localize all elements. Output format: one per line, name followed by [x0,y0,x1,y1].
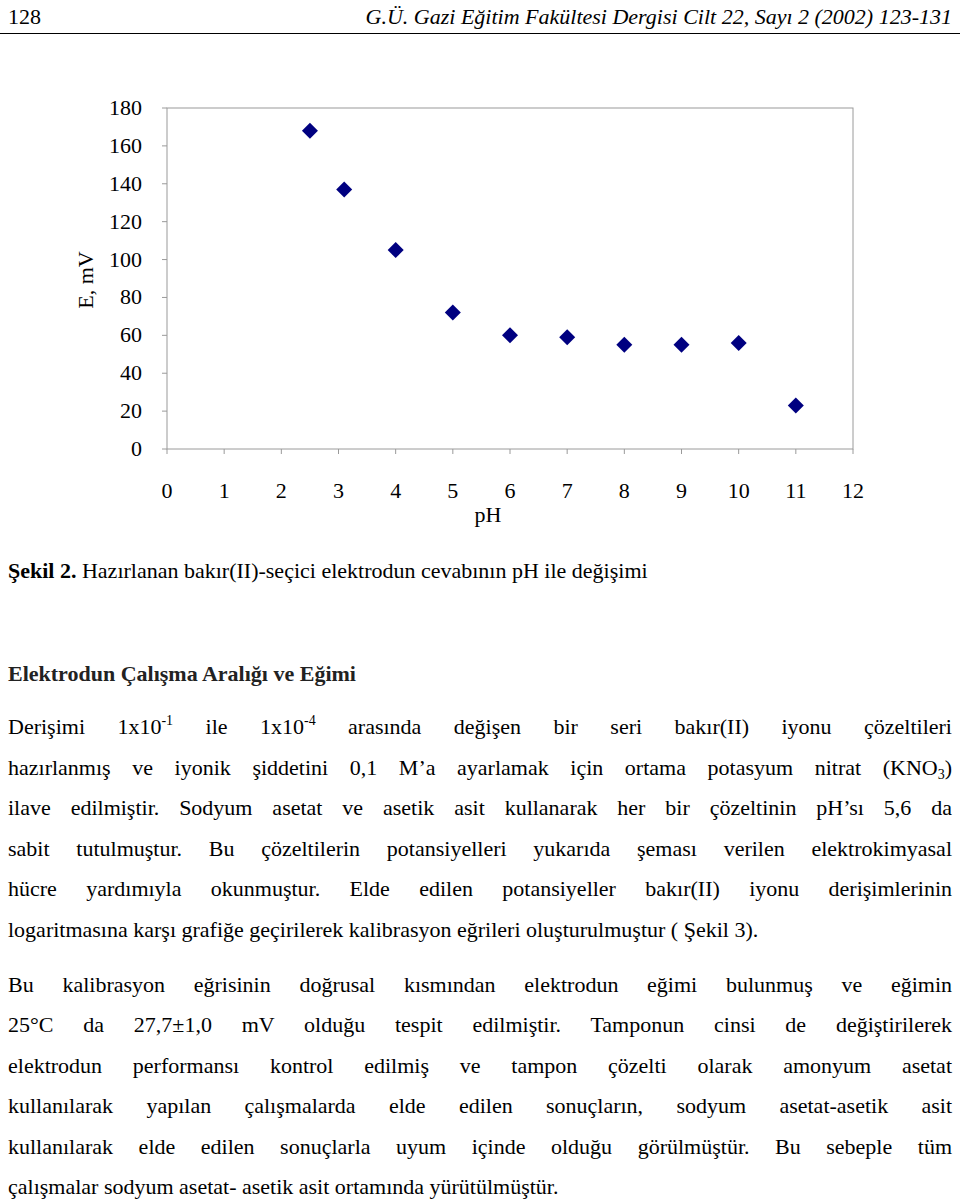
data-point [445,305,461,321]
data-points [302,123,804,414]
x-tick [681,449,682,454]
text-run: elektrodun performansı kontrol edilmiş v… [8,1053,952,1078]
text-run: Bu kalibrasyon eğrisinin doğrusal kısmın… [8,972,952,997]
text-run: Derişimi 1x10 [8,714,161,739]
x-tick [853,449,854,454]
x-axis-label: pH [475,502,502,527]
y-tick [162,373,167,374]
paragraph-line: hazırlanmış ve iyonik şiddetini 0,1 M’a … [8,755,952,781]
data-point [674,337,690,353]
paragraph-line: Derişimi 1x10-1 ile 1x10-4 arasında deği… [8,714,952,740]
paragraph-line: sabit tutulmuştur. Bu çözeltilerin potan… [8,836,952,862]
x-tick-label: 12 [842,478,864,503]
x-tick [452,449,453,454]
x-tick-label: 1 [219,478,230,503]
data-point [388,242,404,258]
y-tick [162,297,167,298]
text-run: Şekil 2. [8,558,76,583]
x-tick [167,449,168,454]
x-tick-label: 0 [162,478,173,503]
data-point [731,335,747,351]
x-tick [624,449,625,454]
y-tick-label: 80 [120,284,142,309]
text-run: -4 [304,713,316,728]
y-tick-label: 180 [109,95,142,120]
y-tick [162,335,167,336]
text-run: çalışmalar sodyum asetat- asetik asit or… [8,1174,558,1199]
paragraph-line: hücre yardımıyla okunmuştur. Elde edilen… [8,876,952,902]
x-tick [395,449,396,454]
x-tick [224,449,225,454]
text-run: hücre yardımıyla okunmuştur. Elde edilen… [8,876,952,901]
text-run: hazırlanmış ve iyonik şiddetini 0,1 M’a … [8,755,938,780]
data-point [502,327,518,343]
paragraph-line: kullanılarak elde edilen sonuçlarla uyum… [8,1134,952,1160]
paragraph-line: çalışmalar sodyum asetat- asetik asit or… [8,1174,558,1200]
y-tick [162,411,167,412]
y-tick-label: 40 [120,360,142,385]
section-heading: Elektrodun Çalışma Aralığı ve Eğimi [8,661,356,687]
data-point [788,397,804,413]
y-tick-label: 60 [120,322,142,347]
y-tick-label: 140 [109,171,142,196]
data-point [616,337,632,353]
figure-caption: Şekil 2. Hazırlanan bakır(II)-seçici ele… [8,558,648,584]
page-number: 128 [8,4,41,30]
y-axis-label: E, mV [73,251,98,309]
paragraph-line: elektrodun performansı kontrol edilmiş v… [8,1053,952,1079]
y-tick-label: 20 [120,398,142,423]
x-tick-label: 4 [390,478,401,503]
paragraph-line: kullanılarak yapılan çalışmalarda elde e… [8,1093,952,1119]
text-run: ilave edilmiştir. Sodyum asetat ve aseti… [8,795,952,820]
text-run: 25°C da 27,7±1,0 mV olduğu tespit edilmi… [8,1012,952,1037]
paragraph-line: Bu kalibrasyon eğrisinin doğrusal kısmın… [8,972,952,998]
x-tick-label: 2 [276,478,287,503]
chart: 0204060801001201401601800123456789101112… [0,0,960,545]
y-tick [162,108,167,109]
y-tick-label: 0 [131,436,142,461]
text-run: logaritmasına karşı grafiğe geçirilerek … [8,917,758,942]
x-tick [795,449,796,454]
y-tick-label: 120 [109,209,142,234]
x-tick-label: 7 [562,478,573,503]
data-point [559,329,575,345]
text-run: 3 [938,767,945,782]
x-tick-label: 9 [676,478,687,503]
y-tick [162,145,167,146]
x-tick [510,449,511,454]
x-tick-label: 10 [728,478,750,503]
x-tick-label: 6 [505,478,516,503]
text-run: kullanılarak elde edilen sonuçlarla uyum… [8,1134,952,1159]
text-run: ) [945,755,952,780]
x-tick-label: 8 [619,478,630,503]
x-tick-label: 5 [447,478,458,503]
data-point [336,181,352,197]
text-run: kullanılarak yapılan çalışmalarda elde e… [8,1093,952,1118]
paragraph-line: ilave edilmiştir. Sodyum asetat ve aseti… [8,795,952,821]
text-run: Hazırlanan bakır(II)-seçici elektrodun c… [76,558,647,583]
x-tick-label: 11 [785,478,806,503]
header-rule [0,33,960,34]
paragraph-line: 25°C da 27,7±1,0 mV olduğu tespit edilmi… [8,1012,952,1038]
text-run: -1 [161,713,173,728]
data-point [302,123,318,139]
y-tick-label: 100 [109,247,142,272]
x-tick [567,449,568,454]
x-tick [738,449,739,454]
y-tick [162,183,167,184]
text-run: ile 1x10 [173,714,304,739]
paragraph-line: logaritmasına karşı grafiğe geçirilerek … [8,917,758,943]
x-tick [338,449,339,454]
text-run: arasında değişen bir seri bakır(II) iyon… [316,714,952,739]
journal-title: G.Ü. Gazi Eğitim Fakültesi Dergisi Cilt … [366,4,952,30]
y-tick [162,221,167,222]
x-tick-label: 3 [333,478,344,503]
plot-frame [167,108,853,449]
y-tick [162,449,167,450]
x-tick [281,449,282,454]
y-tick [162,259,167,260]
y-tick-label: 160 [109,133,142,158]
text-run: sabit tutulmuştur. Bu çözeltilerin potan… [8,836,952,861]
